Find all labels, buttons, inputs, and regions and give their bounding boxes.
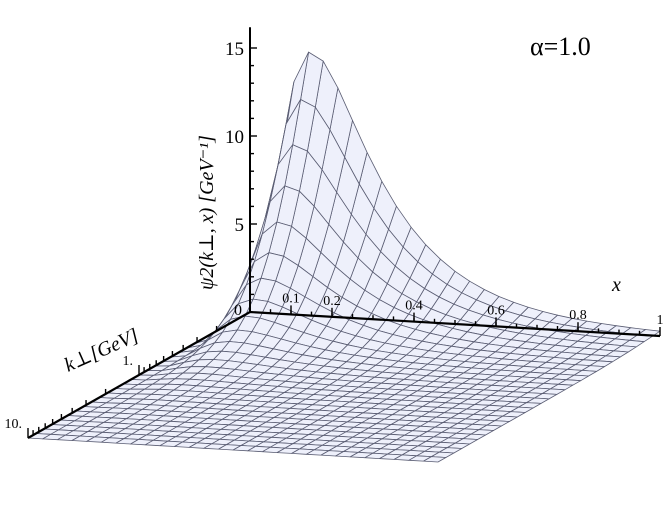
z-tick-label: 10	[225, 127, 244, 148]
surface-mesh	[27, 51, 661, 463]
z-origin-label: 0	[234, 302, 242, 319]
alpha-annotation: α=1.0	[530, 32, 591, 61]
x-tick-label: 0.4	[405, 299, 423, 314]
k-tick-label: 10.	[5, 417, 23, 432]
z-axis-ticks: 5 10 15 0	[225, 39, 257, 319]
x-tick-label: 0.1	[282, 291, 300, 306]
z-axis-title: ψ2(k⊥, x) [GeV⁻¹]	[196, 135, 218, 290]
z-tick-label: 15	[225, 39, 244, 60]
k-tick-label: 1.	[123, 354, 134, 369]
x-tick-label: 0.8	[569, 308, 587, 323]
x-axis-ticks: 0.1 0.2 0.4 0.6 0.8 1	[269, 291, 664, 336]
x-tick-label: 1	[657, 313, 664, 328]
axes: 5 10 15 0 0.1 0.2 0.4 0.6 0.8 1 1. 10.	[5, 27, 664, 439]
k-axis-ticks: 1. 10.	[5, 325, 218, 438]
z-tick-label: 5	[235, 215, 245, 236]
x-tick-label: 0.6	[487, 303, 505, 318]
x-tick-label: 0.2	[323, 294, 341, 309]
x-axis-title: x	[611, 274, 621, 296]
